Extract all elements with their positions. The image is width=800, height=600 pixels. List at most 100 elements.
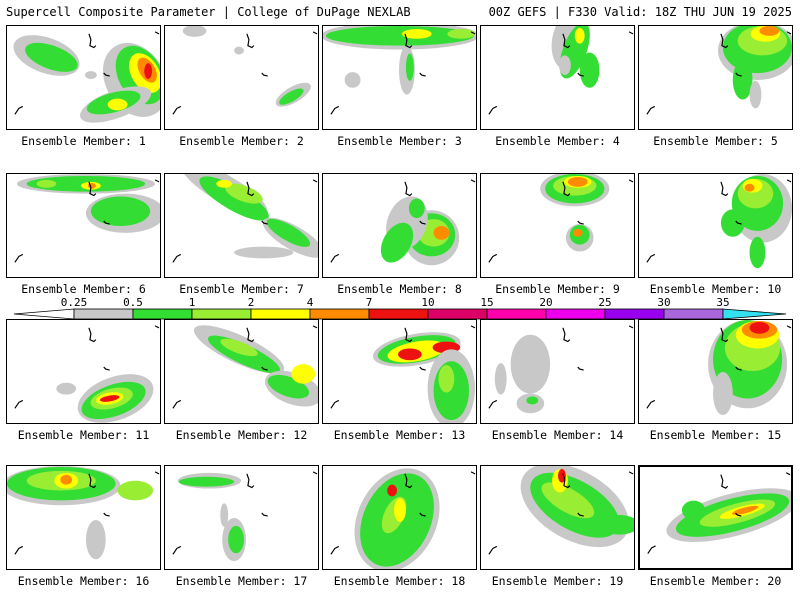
scp-contour xyxy=(732,60,753,100)
ensemble-member-label: Ensemble Member: 14 xyxy=(491,428,624,442)
colorbar-segment xyxy=(427,308,488,320)
scp-contour xyxy=(90,196,151,226)
ensemble-member-14-map[interactable] xyxy=(480,319,635,424)
product-title: Supercell Composite Parameter | College … xyxy=(6,5,411,19)
coastline xyxy=(786,179,792,183)
colorbar-tick-label: 25 xyxy=(598,296,612,309)
ensemble-member-20-map[interactable] xyxy=(638,465,793,570)
scp-contour xyxy=(574,27,585,44)
scp-contour xyxy=(178,476,235,487)
scp-contour xyxy=(84,71,97,79)
ensemble-member-1-map[interactable] xyxy=(6,25,161,130)
scp-contour xyxy=(344,72,361,88)
scp-contour xyxy=(744,183,755,192)
ensemble-member-17-map[interactable] xyxy=(164,465,319,570)
coastline xyxy=(261,366,268,371)
ensemble-member-label: Ensemble Member: 13 xyxy=(333,428,466,442)
scp-contour xyxy=(107,98,128,111)
ensemble-member-label: Ensemble Member: 9 xyxy=(495,282,620,296)
ensemble-member-3-map[interactable] xyxy=(322,25,477,130)
ensemble-member-13-map[interactable] xyxy=(322,319,477,424)
coastline xyxy=(488,253,498,263)
scp-contour xyxy=(199,176,269,221)
coastline xyxy=(103,72,110,77)
scp-contour xyxy=(60,474,73,485)
colorbar-tick-label: 4 xyxy=(306,296,314,309)
scp-contour xyxy=(182,26,207,37)
scp-contour xyxy=(56,382,77,395)
ensemble-member-18-map[interactable] xyxy=(322,465,477,570)
scp-contour xyxy=(408,198,425,219)
colorbar-segment xyxy=(663,308,724,320)
colorbar-tick-label: 20 xyxy=(539,296,553,309)
colorbar-segment xyxy=(191,308,252,320)
ensemble-member-11-map[interactable] xyxy=(6,319,161,424)
coastline xyxy=(261,512,268,517)
scp-contour xyxy=(541,482,595,519)
ensemble-member-19-map[interactable] xyxy=(480,465,635,570)
coastline xyxy=(172,399,182,409)
ensemble-member-label: Ensemble Member: 2 xyxy=(179,134,304,148)
scp-contour xyxy=(234,46,244,55)
ensemble-member-6-map[interactable] xyxy=(6,173,161,278)
scp-contour xyxy=(99,395,120,402)
coastline xyxy=(562,327,571,343)
ensemble-member-8-map[interactable] xyxy=(322,173,477,278)
colorbar-segment xyxy=(604,308,665,320)
colorbar-tick-label: 35 xyxy=(716,296,730,309)
ensemble-member-4-map[interactable] xyxy=(480,25,635,130)
ensemble-member-9-map[interactable] xyxy=(480,173,635,278)
scp-contour xyxy=(749,321,770,334)
colorbar-segment xyxy=(309,308,370,320)
scp-contour xyxy=(25,42,78,72)
ensemble-member-label: Ensemble Member: 1 xyxy=(21,134,146,148)
ensemble-member-7-map[interactable] xyxy=(164,173,319,278)
coastline xyxy=(628,31,634,35)
scp-contour xyxy=(117,480,154,501)
scp-contour xyxy=(438,365,455,393)
scp-contour xyxy=(599,515,634,535)
ensemble-member-2-map[interactable] xyxy=(164,25,319,130)
coastline xyxy=(577,220,584,225)
coastline xyxy=(577,72,584,77)
scp-contour xyxy=(234,246,294,259)
coastline xyxy=(488,545,498,555)
scp-contour xyxy=(510,334,551,394)
coastline xyxy=(646,253,656,263)
scp-contour xyxy=(144,63,153,79)
scp-contour xyxy=(759,26,780,36)
scp-contour xyxy=(401,28,432,39)
coastline xyxy=(246,473,255,489)
run-valid-time: 00Z GEFS | F330 Valid: 18Z THU JUN 19 20… xyxy=(488,5,792,19)
coastline xyxy=(154,179,160,183)
scp-contour xyxy=(579,52,600,88)
ensemble-member-5-map[interactable] xyxy=(638,25,793,130)
coastline xyxy=(14,399,24,409)
ensemble-member-10-map[interactable] xyxy=(638,173,793,278)
coastline xyxy=(470,471,476,475)
scp-contour xyxy=(380,222,414,263)
coastline xyxy=(735,72,742,77)
coastline xyxy=(172,545,182,555)
coastline xyxy=(628,325,634,329)
scp-contour xyxy=(220,338,258,357)
coastline xyxy=(14,545,24,555)
coastline xyxy=(720,474,729,489)
colorbar-segment xyxy=(486,308,547,320)
scp-contour xyxy=(557,468,566,483)
scp-contour xyxy=(228,525,244,554)
coastline xyxy=(646,399,656,409)
ensemble-member-15-map[interactable] xyxy=(638,319,793,424)
ensemble-member-12-map[interactable] xyxy=(164,319,319,424)
scp-contour xyxy=(291,364,316,384)
ensemble-member-16-map[interactable] xyxy=(6,465,161,570)
coastline xyxy=(330,545,340,555)
coastline xyxy=(154,31,160,35)
ensemble-member-label: Ensemble Member: 15 xyxy=(649,428,782,442)
colorbar-tick-label: 2 xyxy=(247,296,255,309)
scp-contour xyxy=(526,396,539,405)
coastline xyxy=(470,31,476,35)
coastline xyxy=(562,473,571,489)
scp-contour xyxy=(398,348,422,361)
coastline xyxy=(88,33,97,49)
